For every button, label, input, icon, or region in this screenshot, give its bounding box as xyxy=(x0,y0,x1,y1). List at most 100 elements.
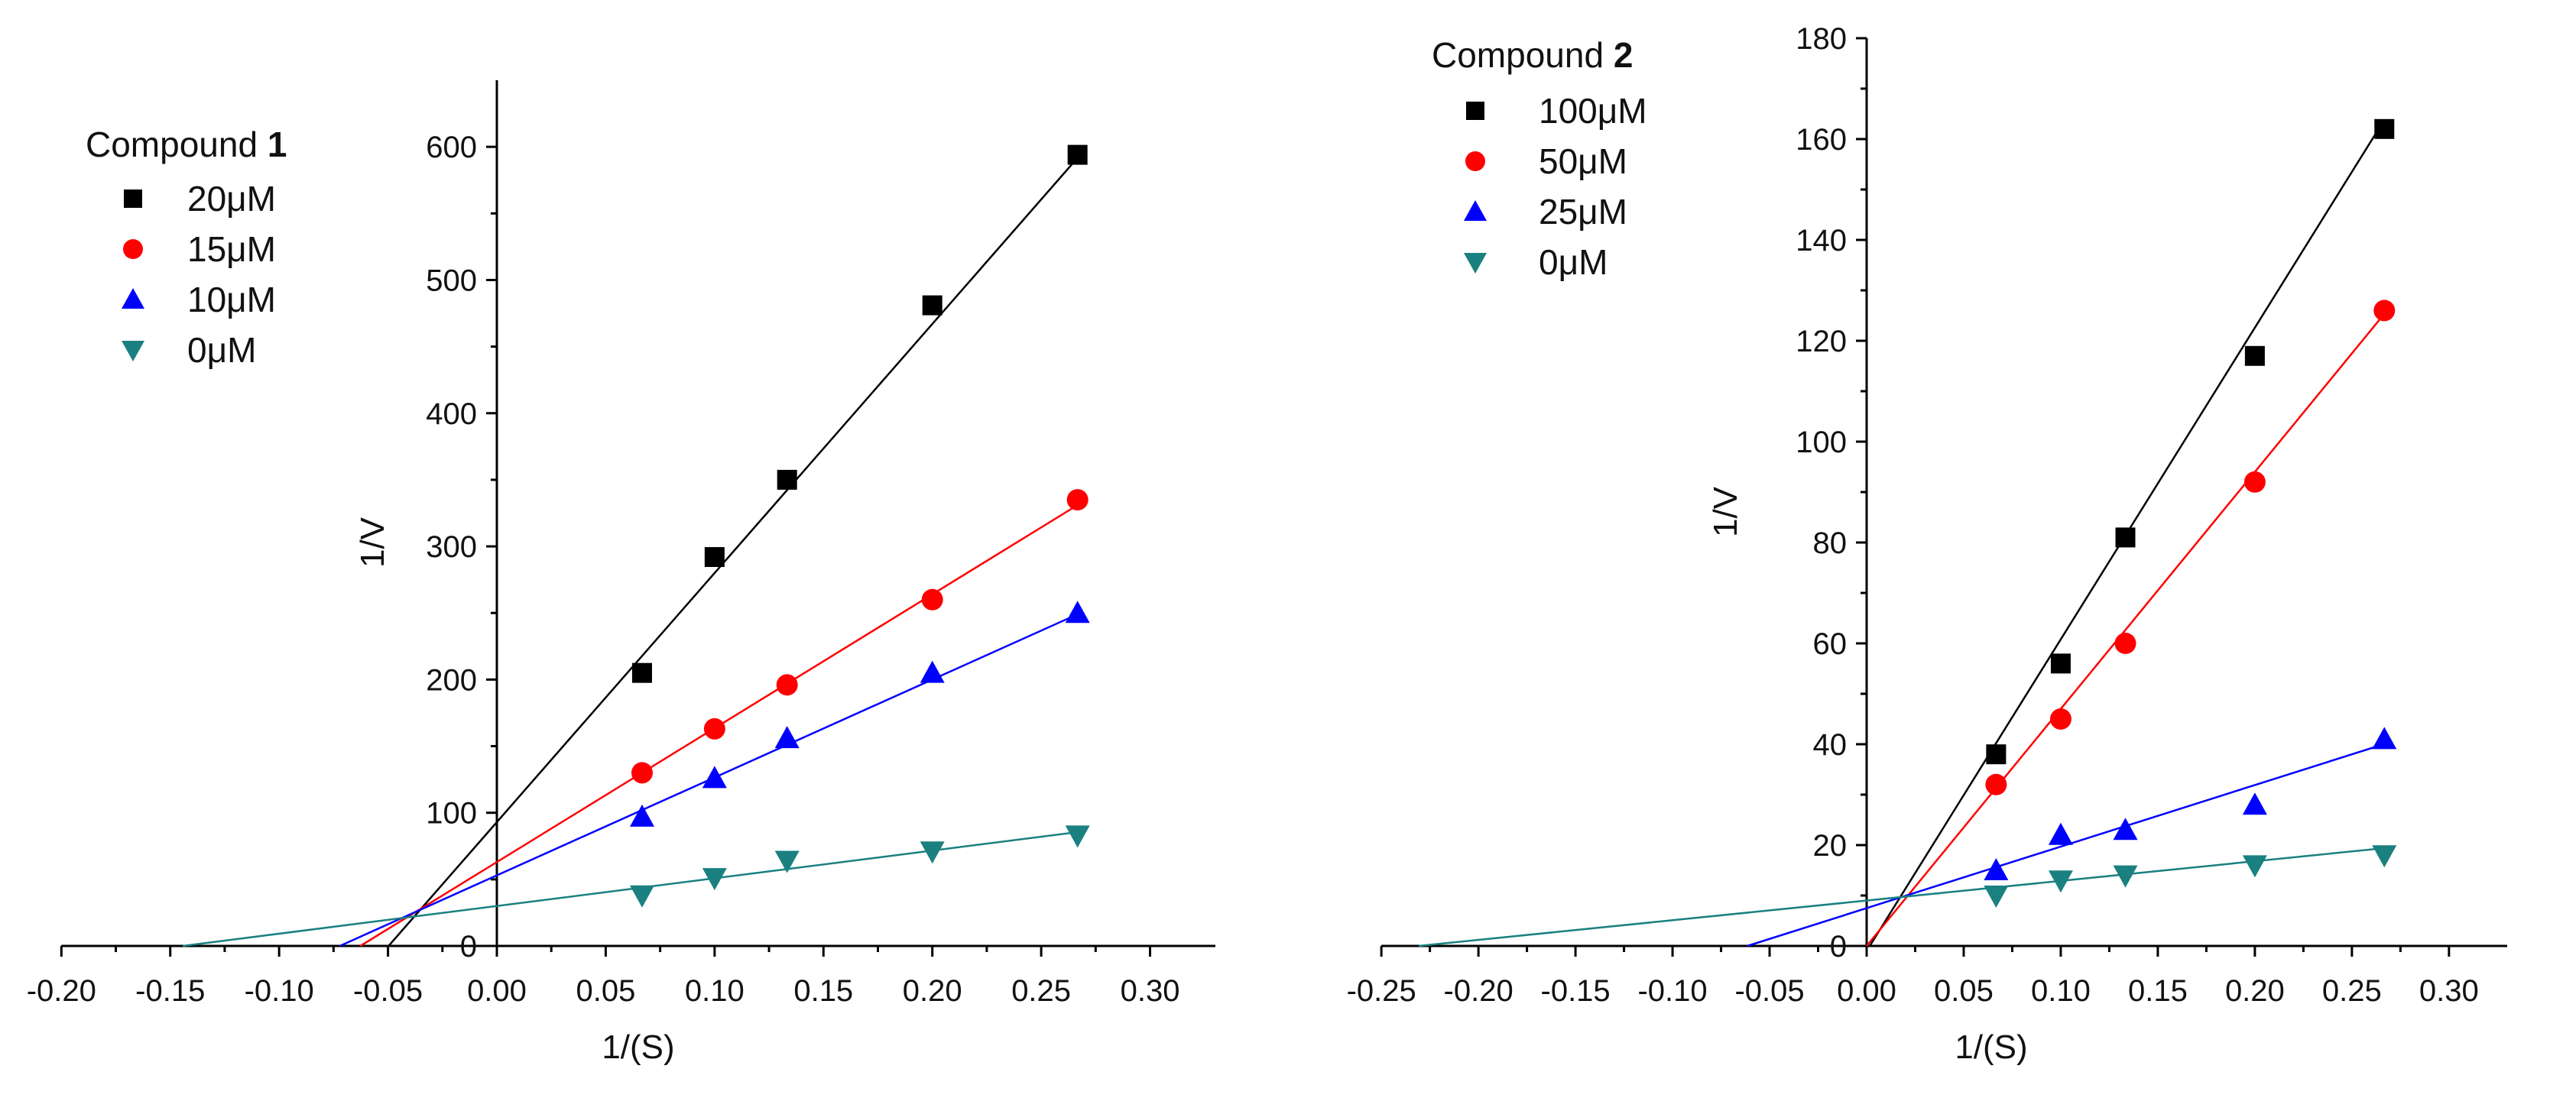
data-point xyxy=(631,762,653,784)
x-tick-label: 0.25 xyxy=(2322,974,2382,1008)
legend-marker xyxy=(124,189,142,208)
x-tick-label: 0.10 xyxy=(685,974,745,1008)
legend-label: 0μM xyxy=(1539,242,1608,282)
y-tick-label: 500 xyxy=(426,264,477,297)
y-tick-label: 40 xyxy=(1813,728,1848,762)
data-point xyxy=(776,674,798,696)
y-tick-label: 600 xyxy=(426,131,477,164)
y-tick-label: 100 xyxy=(1796,426,1847,459)
x-tick-label: -0.05 xyxy=(353,974,423,1008)
y-tick-label: 0 xyxy=(460,930,477,964)
data-point xyxy=(921,588,943,611)
x-tick-label: -0.20 xyxy=(1444,974,1513,1008)
x-tick-label: 0.30 xyxy=(2419,974,2479,1008)
y-tick-label: 80 xyxy=(1813,526,1848,560)
data-point xyxy=(2374,118,2395,139)
y-tick-label: 200 xyxy=(426,663,477,697)
data-point xyxy=(2113,818,2138,841)
series-15μM xyxy=(631,489,1088,784)
series-20μM xyxy=(631,144,1088,683)
data-point xyxy=(702,766,727,789)
legend-marker xyxy=(1466,102,1484,120)
data-point xyxy=(777,469,797,490)
x-tick-label: 0.10 xyxy=(2031,974,2091,1008)
x-axis-label: 1/(S) xyxy=(1955,1028,2027,1066)
x-tick-label: 0.00 xyxy=(1837,974,1896,1008)
data-point xyxy=(1065,601,1090,623)
x-tick-label: -0.10 xyxy=(245,974,314,1008)
data-point xyxy=(920,841,945,864)
x-tick-label: -0.15 xyxy=(1541,974,1611,1008)
fit-line-0μM xyxy=(183,831,1078,947)
series-100μM xyxy=(1986,118,2395,765)
x-axis-label: 1/(S) xyxy=(602,1028,674,1066)
x-tick-label: -0.15 xyxy=(135,974,205,1008)
data-point xyxy=(1984,886,2009,908)
x-tick-label: 0.15 xyxy=(793,974,853,1008)
series-25μM xyxy=(1984,727,2397,880)
series-0μM xyxy=(629,825,1090,908)
data-point xyxy=(774,726,800,749)
y-tick-label: 160 xyxy=(1796,123,1847,157)
data-point xyxy=(2372,845,2397,868)
data-point xyxy=(1984,858,2009,880)
data-point xyxy=(2048,822,2073,845)
legend-marker xyxy=(123,239,143,259)
fit-line-25μM xyxy=(1747,743,2385,947)
legend-title-text: Compound xyxy=(1432,35,1614,75)
y-tick-label: 20 xyxy=(1813,829,1848,863)
y-axis-label: 1/V xyxy=(1707,486,1744,537)
legend-marker xyxy=(122,288,144,309)
y-tick-label: 100 xyxy=(426,797,477,831)
x-tick-label: 0.30 xyxy=(1121,974,1180,1008)
legend-label: 0μM xyxy=(187,330,256,370)
legend-title: Compound 1 xyxy=(86,125,287,164)
x-tick-label: 0.05 xyxy=(576,974,635,1008)
data-point xyxy=(2048,870,2073,893)
series-10μM xyxy=(629,601,1090,827)
legend-marker xyxy=(1464,200,1487,221)
x-tick-label: -0.10 xyxy=(1637,974,1707,1008)
x-tick-label: 0.00 xyxy=(467,974,527,1008)
data-point xyxy=(2244,345,2265,366)
y-tick-label: 180 xyxy=(1796,22,1847,56)
data-point xyxy=(922,295,942,316)
data-point xyxy=(631,662,652,683)
y-tick-label: 140 xyxy=(1796,224,1847,257)
data-point xyxy=(1066,489,1088,511)
y-tick-label: 400 xyxy=(426,397,477,431)
legend-title-text: Compound xyxy=(86,125,268,164)
legend-marker xyxy=(1464,253,1487,274)
legend-marker xyxy=(1465,151,1485,171)
axes: -0.25 -0.20 -0.15 -0.10 -0.05 0.00 0.05 0.10 0.1… xyxy=(1347,22,2507,1008)
data-point xyxy=(2243,471,2266,493)
x-tick-label: 0.15 xyxy=(2128,974,2188,1008)
legend-label: 10μM xyxy=(187,280,276,319)
legend-marker xyxy=(122,341,144,361)
legend-title-number: 2 xyxy=(1614,35,1634,75)
data-point xyxy=(2113,865,2138,888)
data-point xyxy=(2114,633,2136,654)
x-tick-label: 0.20 xyxy=(2225,974,2285,1008)
data-point xyxy=(1067,144,1088,165)
data-point xyxy=(2242,855,2267,878)
data-point xyxy=(1985,773,2007,795)
data-point xyxy=(920,660,945,683)
data-point xyxy=(704,547,725,568)
data-point xyxy=(629,804,654,827)
series-50μM xyxy=(1985,300,2396,795)
data-point xyxy=(2242,792,2267,815)
data-point xyxy=(1986,744,2007,765)
data-point xyxy=(702,868,727,891)
data-point xyxy=(703,717,725,740)
chart-compound-1: -0.20 -0.15 -0.10 -0.05 0.00 0.05 0.10 0.15 0.20… xyxy=(27,80,1215,1066)
legend-label: 20μM xyxy=(187,179,276,219)
x-tick-label: 0.20 xyxy=(903,974,962,1008)
y-tick-label: 120 xyxy=(1796,325,1847,358)
fit-line-50μM xyxy=(1866,313,2386,947)
chart-compound-2: -0.25 -0.20 -0.15 -0.10 -0.05 0.00 0.05 0.10 0.1… xyxy=(1347,22,2507,1066)
x-tick-label: 0.05 xyxy=(1934,974,1994,1008)
x-tick-label: 0.25 xyxy=(1011,974,1071,1008)
series-0μM xyxy=(1984,845,2397,908)
fit-line-0μM xyxy=(1418,847,2385,947)
